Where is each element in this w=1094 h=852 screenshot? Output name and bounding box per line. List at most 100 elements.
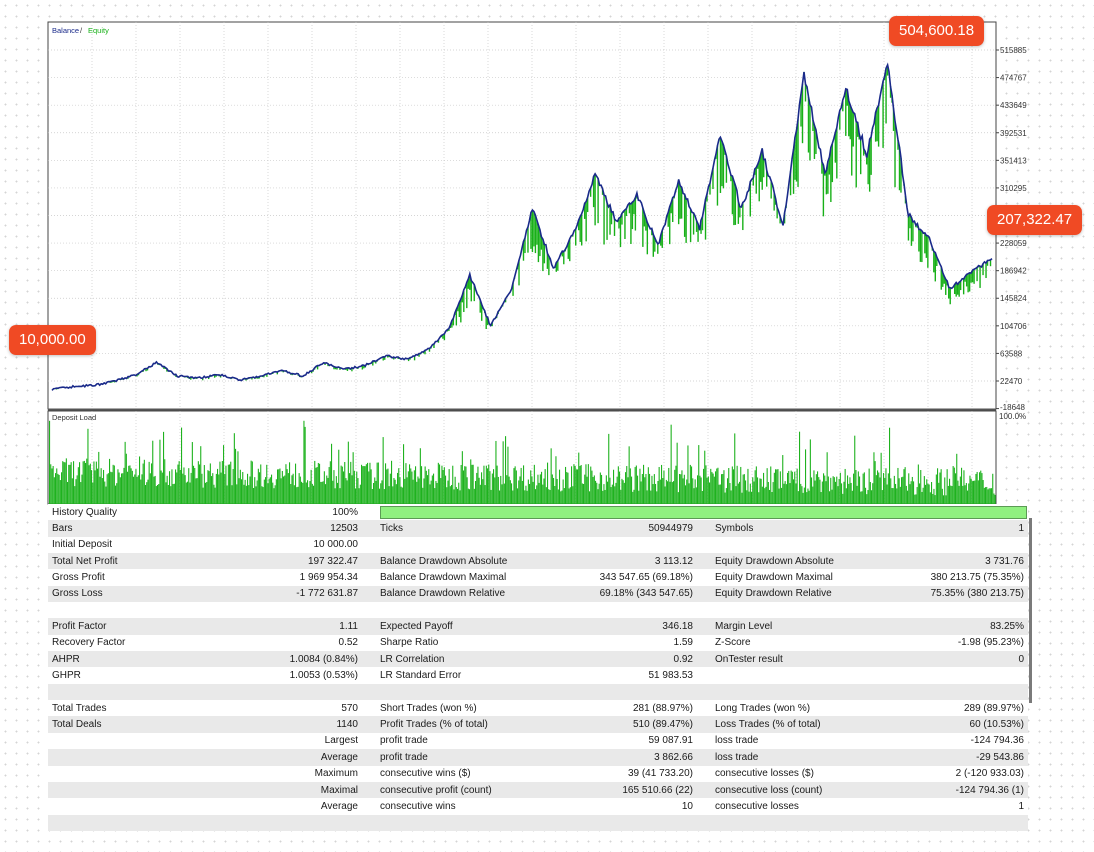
deposit-load-bar <box>488 464 490 504</box>
deposit-load-bar <box>953 467 955 504</box>
deposit-load-bar <box>699 475 701 504</box>
deposit-load-bar <box>111 472 113 504</box>
deposit-load-bar <box>271 474 273 504</box>
deposit-load-bar <box>267 483 269 504</box>
y-tick-label: 474767 <box>1000 74 1027 83</box>
deposit-load-bar <box>749 483 751 504</box>
deposit-load-bar <box>380 483 382 504</box>
deposit-load-bar <box>916 487 918 504</box>
deposit-load-bar <box>206 481 208 504</box>
deposit-load-bar <box>70 462 72 504</box>
deposit-load-bar <box>123 467 125 504</box>
deposit-load-bar <box>146 482 148 504</box>
stats-row: Largest profit trade 59 087.91 loss trade -1… <box>48 732 1028 750</box>
stats-scrollbar[interactable] <box>1029 518 1032 703</box>
deposit-load-bar <box>638 490 640 504</box>
deposit-load-bar <box>259 472 261 504</box>
deposit-load-bar <box>183 467 185 504</box>
stats-row: Total Trades 570 Short Trades (won %) 281 (… <box>48 700 1028 717</box>
deposit-load-bar <box>845 488 847 504</box>
deposit-load-bar <box>193 465 195 504</box>
deposit-load-bar <box>769 489 771 504</box>
deposit-load-bar <box>862 473 864 504</box>
deposit-load-bar <box>706 477 708 504</box>
deposit-load-bar <box>801 486 803 504</box>
deposit-load-bar <box>637 475 639 504</box>
deposit-load-bar <box>458 482 460 504</box>
stat-value <box>862 814 1028 831</box>
deposit-load-bar <box>393 478 395 504</box>
deposit-load-bar <box>977 480 979 504</box>
deposit-load-bar <box>379 488 381 504</box>
deposit-load-bar <box>331 443 333 504</box>
deposit-load-bar <box>581 483 583 504</box>
deposit-load-bar <box>415 466 417 504</box>
deposit-load-bar <box>938 482 940 504</box>
deposit-load-bar <box>543 478 545 504</box>
deposit-load-bar <box>965 483 967 504</box>
deposit-load-bar <box>278 469 280 504</box>
deposit-load-bar <box>723 470 725 504</box>
deposit-load-bar <box>807 488 809 504</box>
deposit-load-bar <box>224 474 226 504</box>
deposit-load-bar <box>241 479 243 504</box>
deposit-load-bar <box>249 476 251 504</box>
deposit-load-bar <box>81 474 83 504</box>
deposit-load-bar <box>658 466 660 504</box>
stat-label: Sharpe Ratio <box>362 634 527 652</box>
stat-value: 0 <box>862 651 1028 668</box>
stat-label: Balance Drawdown Relative <box>362 585 527 603</box>
deposit-load-bar <box>211 476 213 504</box>
deposit-load-bar <box>861 491 863 504</box>
deposit-load-bar <box>571 466 573 504</box>
deposit-load-bar <box>928 484 930 504</box>
deposit-load-bar <box>196 478 198 504</box>
deposit-load-bar <box>680 474 682 504</box>
deposit-load-title: Deposit Load <box>52 413 96 422</box>
deposit-load-bar <box>969 475 971 504</box>
deposit-load-bar <box>165 482 167 504</box>
deposit-load-bar <box>428 469 430 504</box>
deposit-load-bar <box>50 464 52 504</box>
deposit-load-bar <box>880 452 882 504</box>
deposit-load-bar <box>344 461 346 504</box>
deposit-load-bar <box>116 483 118 504</box>
deposit-load-bar <box>530 470 532 504</box>
stat-label: Equity Drawdown Maximal <box>697 569 862 586</box>
deposit-load-bar <box>981 473 983 504</box>
deposit-load-bar <box>229 464 231 504</box>
stats-row <box>48 602 1028 619</box>
deposit-load-bar <box>673 481 675 504</box>
deposit-load-bar <box>580 465 582 504</box>
deposit-load-bar <box>92 482 94 504</box>
legend-equity: Equity <box>88 26 109 35</box>
stats-row <box>48 814 1028 831</box>
deposit-load-bar <box>91 470 93 504</box>
deposit-load-bar <box>301 481 303 504</box>
deposit-load-bar <box>866 494 868 504</box>
deposit-load-bar <box>623 482 625 504</box>
deposit-load-bar <box>577 469 579 504</box>
deposit-load-bar <box>184 475 186 504</box>
deposit-load-bar <box>914 494 916 504</box>
deposit-load-bar <box>223 445 225 504</box>
deposit-load-bar <box>939 472 941 504</box>
deposit-load-bar <box>370 469 372 504</box>
deposit-load-bar <box>328 467 330 504</box>
stat-value: -29 543.86 <box>862 749 1028 766</box>
stat-label: consecutive wins <box>362 798 527 815</box>
deposit-load-bar <box>67 482 69 504</box>
stat-value: 289 (89.97%) <box>862 700 1028 717</box>
deposit-load-bar <box>254 477 256 504</box>
deposit-load-bar <box>512 490 514 504</box>
deposit-load-bar <box>104 481 106 504</box>
deposit-load-bar <box>394 479 396 504</box>
deposit-load-bar <box>783 483 785 504</box>
deposit-load-bar <box>656 491 658 504</box>
deposit-load-bar <box>737 483 739 504</box>
deposit-load-bar <box>827 476 829 504</box>
deposit-load-bar <box>296 487 298 504</box>
deposit-load-bar <box>537 474 539 504</box>
deposit-load-bar <box>317 462 319 504</box>
deposit-load-bar <box>454 476 456 504</box>
